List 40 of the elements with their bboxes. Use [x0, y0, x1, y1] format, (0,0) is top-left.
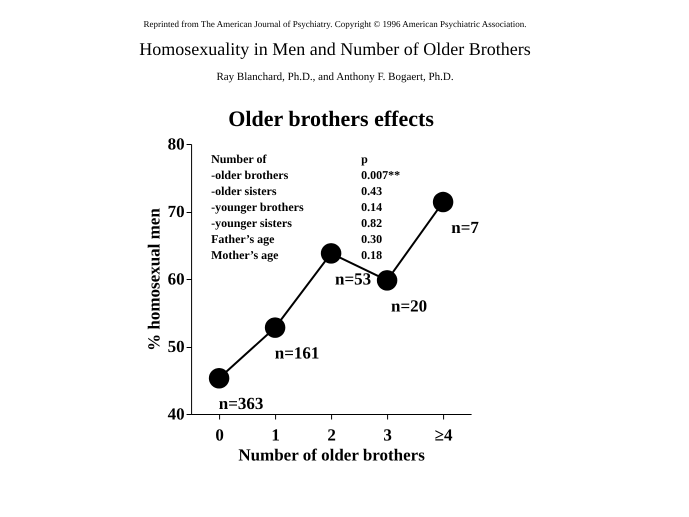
y-tick-label: 50 — [168, 337, 185, 356]
annotation: 0.43 — [361, 184, 382, 198]
y-tick-label: 80 — [168, 134, 185, 154]
point — [208, 368, 230, 388]
point — [264, 317, 286, 338]
annotation: p — [361, 152, 368, 166]
text: Reprinted from The American Journal of Psychiatry. Copyright © 1996 American Psychiatric Association. — [143, 19, 527, 29]
y-axis-title: % homosexual men — [144, 208, 164, 351]
point — [320, 243, 342, 264]
annotation: n=161 — [274, 344, 320, 363]
x-tick-label: 0 — [215, 426, 224, 444]
annotation: 0.82 — [361, 216, 382, 230]
annotation: n=53 — [335, 269, 372, 288]
annotation: -younger brothers — [211, 200, 304, 214]
annotation: Number of — [211, 152, 268, 166]
x-axis-title: Number of older brothers — [238, 446, 426, 464]
annotation: -younger sisters — [211, 216, 292, 230]
chart-title: Older brothers effects — [228, 106, 434, 131]
y-tick-label: 70 — [168, 202, 185, 221]
annotation: 0.007** — [361, 168, 400, 182]
text: Homosexuality in Men and Number of Older Brothers — [139, 39, 531, 59]
annotation: 0.18 — [361, 248, 382, 262]
text: Ray Blanchard, Ph.D., and Anthony F. Bogaert, Ph.D. — [216, 71, 454, 83]
annotation: n=7 — [451, 218, 480, 238]
point — [376, 270, 398, 291]
annotation: 0.14 — [361, 200, 382, 214]
point — [432, 192, 454, 212]
annotation: 0.30 — [361, 232, 382, 246]
annotation: Mother’s age — [211, 248, 280, 262]
x-tick-label: 1 — [271, 426, 280, 444]
annotation: n=20 — [391, 296, 428, 316]
annotation: -older sisters — [211, 184, 277, 198]
y-tick-label: 40 — [168, 404, 185, 424]
x-tick-label: 3 — [383, 426, 392, 444]
x-tick-label: ≥4 — [434, 426, 453, 444]
annotation: n=363 — [218, 394, 264, 414]
annotation: Father’s age — [211, 232, 276, 246]
annotation: -older brothers — [211, 168, 289, 182]
x-tick-label: 2 — [327, 426, 336, 444]
y-tick-label: 60 — [168, 270, 185, 288]
